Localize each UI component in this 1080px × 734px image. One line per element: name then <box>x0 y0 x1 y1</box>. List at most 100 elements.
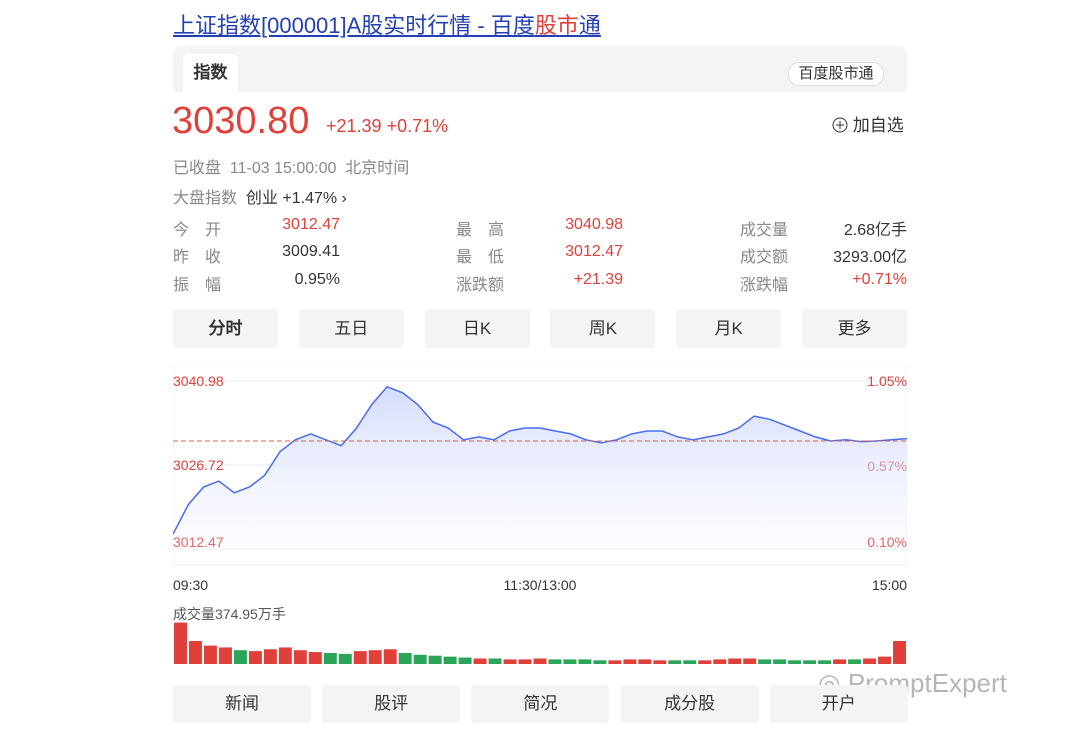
volume-bar <box>428 655 442 664</box>
period-button[interactable]: 五日 <box>298 309 404 348</box>
volume-bar <box>668 660 682 664</box>
volume-bar <box>263 649 277 664</box>
price-area <box>173 386 907 549</box>
market-label: 大盘指数 <box>173 190 238 207</box>
volume-bar <box>398 652 412 664</box>
change: +21.39 +0.71% <box>326 116 448 137</box>
add-watch[interactable]: 加自选 <box>832 111 904 136</box>
time: 11-03 15:00:00 <box>229 160 337 177</box>
period-button[interactable]: 月K <box>676 309 782 348</box>
volume-bar <box>473 658 487 664</box>
stat-value: +21.39 <box>573 271 623 288</box>
volume-bar <box>174 622 187 664</box>
stat-value: 3009.41 <box>282 243 340 260</box>
volume-bar <box>353 651 367 664</box>
period-button[interactable]: 更多 <box>802 309 907 348</box>
stat-label: 昨 收 <box>173 249 222 266</box>
stat-label: 成交额 <box>740 249 789 266</box>
volume-bar <box>818 660 832 664</box>
price: 3030.80 <box>172 100 310 142</box>
stat-label: 振 幅 <box>173 277 222 294</box>
volume-bar <box>323 652 337 664</box>
stat-label: 最 低 <box>456 249 505 266</box>
volume-bar <box>593 660 607 664</box>
volume-bar <box>743 658 757 664</box>
volume-bar <box>773 659 787 664</box>
stat-value: 0.95% <box>294 271 340 288</box>
volume-bar <box>803 660 817 664</box>
bottom-button[interactable]: 新闻 <box>173 685 311 723</box>
stat-value: 3040.98 <box>565 216 623 233</box>
status: 已收盘 <box>173 160 222 177</box>
stat-label: 最 高 <box>456 222 505 239</box>
bottom-button[interactable]: 开户 <box>769 685 908 723</box>
market-name: 创业 <box>245 190 278 207</box>
zone: 北京时间 <box>345 160 410 177</box>
price-chart: 3040.983026.723012.471.05%0.57%0.10%09:3… <box>173 364 907 593</box>
volume-bar <box>728 658 742 664</box>
y-tick-label: 3026.72 <box>173 457 224 473</box>
stat-value: 2.68亿手 <box>843 222 907 239</box>
volume-chart <box>174 622 906 664</box>
volume-bar <box>503 659 517 664</box>
volume-label: 成交量374.95万手 <box>173 606 286 622</box>
stat-label: 涨跌幅 <box>740 277 789 294</box>
market-line[interactable]: 大盘指数 创业 +1.47% › <box>173 190 347 207</box>
volume-bar <box>308 652 322 664</box>
volume-bar <box>848 659 862 664</box>
y2-tick-label: 1.05% <box>867 373 907 389</box>
volume-bar <box>368 650 382 664</box>
stat-label: 涨跌额 <box>456 277 505 294</box>
bottom-button[interactable]: 成分股 <box>620 685 759 723</box>
volume-bar <box>833 659 847 664</box>
title-text[interactable]: 通 <box>578 13 601 38</box>
bottom-button[interactable]: 股评 <box>322 685 461 723</box>
change-value: +21.39 <box>326 116 382 136</box>
volume-bar <box>518 659 532 664</box>
volume-bar <box>893 641 906 664</box>
stat-label: 今 开 <box>173 222 222 239</box>
volume-bar <box>788 660 802 664</box>
stat-value: 3293.00亿 <box>833 249 907 266</box>
volume-bar <box>623 659 637 664</box>
volume-bar <box>488 658 502 664</box>
price-line <box>173 385 907 535</box>
volume-bar <box>683 660 697 664</box>
tab-bar <box>173 46 907 92</box>
tab[interactable]: 指数 <box>183 54 238 92</box>
page-title[interactable]: 上证指数[000001]A股实时行情 - 百度股市通 <box>173 8 601 40</box>
volume-bar <box>218 647 232 664</box>
change-pct: +0.71% <box>386 116 449 136</box>
x-tick-label: 15:00 <box>872 577 907 593</box>
period-button[interactable]: 日K <box>424 309 530 348</box>
volume-bar <box>188 641 202 664</box>
add-text[interactable]: 加自选 <box>852 116 904 135</box>
volume-bar <box>203 645 217 664</box>
volume-bar <box>713 659 727 664</box>
volume-bar <box>653 660 667 664</box>
brand-badge[interactable]: 百度股市通 <box>788 62 884 86</box>
volume-bar <box>248 651 262 664</box>
bottom-button[interactable]: 简况 <box>471 685 610 723</box>
volume-bar <box>233 650 247 664</box>
volume-bar <box>548 659 562 664</box>
volume-bar <box>338 653 352 664</box>
x-tick-label: 09:30 <box>173 577 208 593</box>
stat-label: 成交量 <box>740 222 789 239</box>
volume-bar <box>278 647 292 664</box>
stat-value: 3012.47 <box>565 243 623 260</box>
title-text[interactable]: 上证指数[000001]A股实时行情 - 百度 <box>173 13 535 38</box>
volume-bar <box>533 658 547 664</box>
title-text[interactable]: 股市 <box>534 13 579 38</box>
period-button[interactable]: 分时 <box>173 309 278 348</box>
volume-bar <box>578 659 592 664</box>
plus-icon <box>832 117 848 133</box>
period-button[interactable]: 周K <box>550 309 656 348</box>
volume-bar <box>563 659 577 664</box>
stat-value: +0.71% <box>852 271 907 288</box>
volume-bar <box>608 660 622 664</box>
volume-bar <box>698 660 712 664</box>
volume-bar <box>878 656 892 664</box>
x-tick-label: 11:30/13:00 <box>504 577 577 593</box>
